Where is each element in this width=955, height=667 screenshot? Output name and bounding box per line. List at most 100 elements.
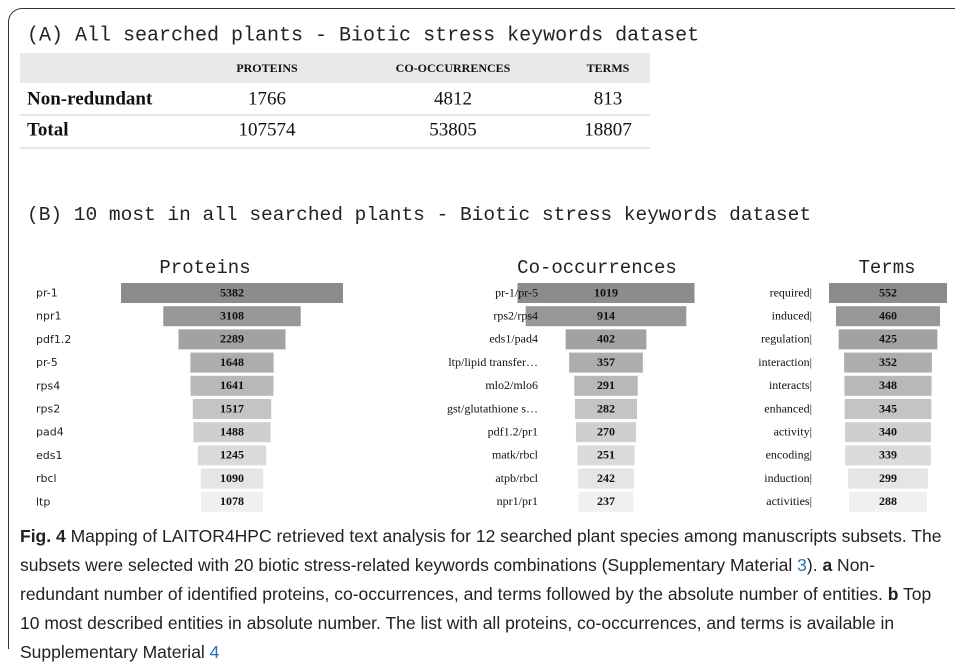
category-label: eds1 bbox=[36, 449, 62, 462]
cell: 813 bbox=[594, 88, 623, 109]
bar-value: 251 bbox=[597, 448, 615, 462]
category-label: mlo2/mlo6 bbox=[485, 378, 538, 392]
figure-frame bbox=[8, 8, 955, 649]
bar bbox=[201, 491, 263, 512]
bar bbox=[574, 375, 638, 396]
bar-value: 552 bbox=[879, 285, 897, 299]
bar-value: 1245 bbox=[220, 448, 244, 462]
bar bbox=[163, 306, 301, 327]
ref-link[interactable]: 4 bbox=[209, 642, 220, 662]
category-label: pr-1/pr-5 bbox=[495, 285, 538, 299]
row-label: Total bbox=[27, 119, 69, 140]
cell: 1766 bbox=[248, 88, 286, 109]
category-label: pdf1.2/pr1 bbox=[488, 424, 538, 438]
cell: 53805 bbox=[429, 119, 477, 140]
category-label: enhanced| bbox=[764, 401, 812, 415]
bar-value: 1648 bbox=[220, 355, 244, 369]
table-header-bg bbox=[20, 53, 650, 83]
bar bbox=[838, 329, 938, 350]
category-label: eds1/pad4 bbox=[489, 332, 538, 346]
bar bbox=[845, 422, 931, 443]
category-label: ltp bbox=[36, 495, 50, 508]
fig-label: Fig. 4 bbox=[20, 526, 66, 546]
bar bbox=[178, 329, 286, 350]
bar-value: 291 bbox=[597, 378, 615, 392]
bar bbox=[845, 445, 931, 466]
bar-value: 5382 bbox=[220, 285, 244, 299]
bar-value: 352 bbox=[879, 355, 897, 369]
bar bbox=[829, 283, 947, 303]
category-label: rps4 bbox=[36, 379, 60, 392]
row-label: Non-redundant bbox=[27, 88, 153, 109]
bar-value: 2289 bbox=[220, 332, 244, 346]
category-label: pr-5 bbox=[36, 356, 58, 369]
section-a-title: (A) All searched plants - Biotic stress … bbox=[27, 24, 699, 47]
panel-label: b bbox=[887, 584, 899, 604]
bar bbox=[844, 399, 932, 419]
column-header: PROTEINS bbox=[236, 61, 298, 75]
category-label: matk/rbcl bbox=[492, 448, 539, 462]
bar-value: 914 bbox=[597, 308, 615, 322]
bar-value: 1090 bbox=[220, 471, 244, 485]
bar-value: 1488 bbox=[220, 424, 244, 438]
caption-text: ). bbox=[806, 555, 823, 575]
category-label: induced| bbox=[772, 308, 812, 322]
category-label: ltp/lipid transfer… bbox=[448, 355, 538, 369]
bar bbox=[517, 283, 695, 303]
bar-value: 357 bbox=[597, 355, 615, 369]
bar bbox=[190, 352, 274, 373]
bar bbox=[849, 491, 927, 512]
cell: 107574 bbox=[239, 119, 297, 140]
bar bbox=[575, 422, 637, 443]
category-label: required| bbox=[770, 285, 812, 299]
bar-value: 1019 bbox=[594, 285, 618, 299]
category-label: encoding| bbox=[766, 448, 812, 462]
caption-text: Top 10 most described entities in absolu… bbox=[20, 584, 932, 662]
bar-value: 340 bbox=[879, 424, 897, 438]
category-label: interacts| bbox=[769, 378, 812, 392]
category-label: pad4 bbox=[36, 426, 64, 439]
bar-value: 288 bbox=[879, 494, 897, 508]
bar-value: 345 bbox=[879, 401, 897, 415]
cell: 18807 bbox=[584, 119, 632, 140]
caption-text: Non-redundant number of identified prote… bbox=[20, 555, 888, 604]
column-header: TERMS bbox=[587, 61, 630, 75]
bar-value: 3108 bbox=[220, 308, 244, 322]
bar bbox=[848, 468, 928, 489]
bar-value: 402 bbox=[597, 332, 615, 346]
bar bbox=[574, 399, 638, 419]
bar bbox=[121, 283, 343, 303]
bar bbox=[569, 352, 643, 373]
bar bbox=[565, 329, 647, 350]
bar-value: 237 bbox=[597, 494, 615, 508]
category-label: activity| bbox=[774, 424, 812, 438]
category-label: regulation| bbox=[761, 332, 812, 346]
bar bbox=[577, 445, 635, 466]
chart-title: Proteins bbox=[159, 257, 250, 279]
bar bbox=[200, 468, 264, 489]
bar bbox=[578, 491, 634, 512]
ref-link[interactable]: 3 bbox=[797, 555, 807, 575]
bar-value: 270 bbox=[597, 424, 615, 438]
section-b-title: (B) 10 most in all searched plants - Bio… bbox=[27, 204, 811, 226]
bar-value: 282 bbox=[597, 401, 615, 415]
bar bbox=[844, 352, 932, 373]
column-header: CO-OCCURRENCES bbox=[396, 61, 511, 75]
bar bbox=[578, 468, 634, 489]
cell: 4812 bbox=[434, 88, 472, 109]
category-label: rps2 bbox=[36, 403, 60, 416]
caption: Fig. 4 Mapping of LAITOR4HPC retrieved t… bbox=[20, 522, 945, 667]
category-label: rbcl bbox=[36, 472, 57, 485]
bar bbox=[525, 306, 687, 327]
bar-value: 348 bbox=[879, 378, 897, 392]
bar bbox=[835, 306, 941, 327]
figure: (A) All searched plants - Biotic stress … bbox=[20, 24, 947, 512]
bar-value: 339 bbox=[879, 448, 897, 462]
category-label: npr1/pr1 bbox=[497, 494, 538, 508]
category-label: pdf1.2 bbox=[36, 333, 71, 346]
category-label: pr-1 bbox=[36, 287, 58, 300]
bar bbox=[844, 375, 932, 396]
bar-value: 460 bbox=[879, 308, 897, 322]
caption-text: Mapping of LAITOR4HPC retrieved text ana… bbox=[20, 526, 942, 575]
